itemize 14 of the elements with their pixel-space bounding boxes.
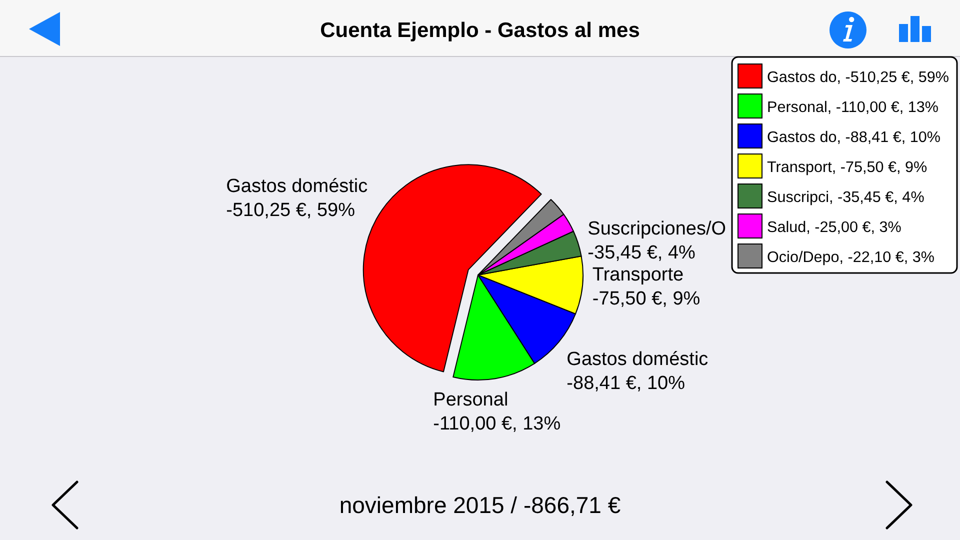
legend-label: Gastos do, -88,41 €, 10% [767,129,941,146]
legend-label: Salud, -25,00 €, 3% [767,219,902,236]
legend-label: Suscripci, -35,45 €, 4% [767,189,925,206]
legend-label: Personal, -110,00 €, 13% [767,99,939,116]
legend-label: Transport, -75,50 €, 9% [767,159,928,176]
text: noviembre 2015 / -866,71 € [339,492,621,518]
chart-title: Cuenta Ejemplo - Gastos al mes [320,19,640,42]
data-label: Gastos doméstic -88,41 €, 10% [566,349,708,394]
data-label: Suscripciones/O -35,45 €, 4% [588,218,726,264]
data-label: Personal -110,00 €, 13% [433,389,561,434]
legend-label: Ocio/Depo, -22,10 €, 3% [767,249,935,266]
data-label: Gastos doméstic -510,25 €, 59% [226,176,368,222]
legend-label: Gastos do, -510,25 €, 59% [767,69,950,86]
data-label: Transporte -75,50 €, 9% [592,264,700,310]
